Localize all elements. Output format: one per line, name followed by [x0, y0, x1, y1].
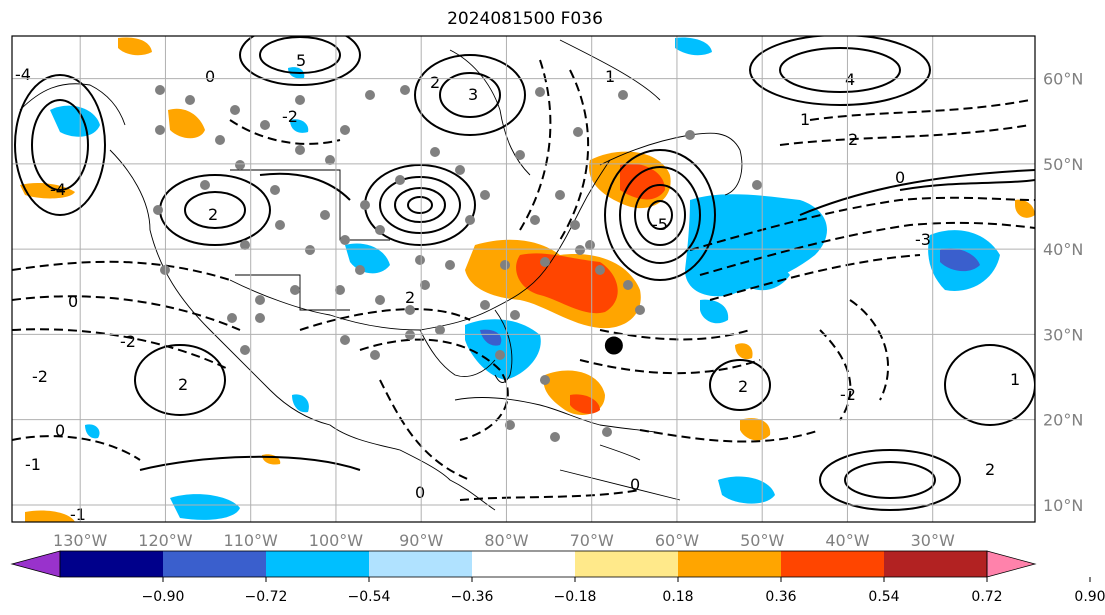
colorbar-tick-label: 0.90: [1074, 589, 1105, 605]
contour-label: 2: [178, 375, 188, 394]
lon-tick-label: 110°W: [224, 531, 279, 550]
colorbar-tick-label: 0.72: [971, 589, 1002, 605]
storm-center-marker: [604, 336, 623, 355]
contour-label: 4: [845, 70, 855, 89]
dashed-contours: [12, 59, 1035, 501]
colorbar-segment: [575, 551, 679, 577]
lon-tick-label: 30°W: [911, 531, 955, 550]
contour-label: -2: [120, 332, 136, 351]
contour-label: 0: [205, 67, 215, 86]
contour-label: 0: [895, 168, 905, 187]
contour-labels: 5 -4 3 2 0 -2 2 -5 4 1 2 0 -3 0 -2 -2 2 …: [15, 51, 1020, 524]
observation-dots: [153, 85, 762, 442]
lat-tick-label: 60°N: [1043, 70, 1083, 89]
lat-tick-label: 30°N: [1043, 325, 1083, 344]
colorbar-over-triangle: [986, 550, 1037, 578]
longitude-labels: 130°W 120°W 110°W 100°W 90°W 80°W 70°W 60°W 50°W…: [53, 531, 955, 550]
contour-label: -5: [652, 215, 668, 234]
colorbar-tick-label: 0.36: [765, 589, 796, 605]
contour-label: 2: [985, 460, 995, 479]
colorbar-tick-label: −0.90: [142, 589, 185, 605]
contour-label: 0: [68, 292, 78, 311]
anomaly-shading: [20, 37, 1035, 522]
contour-label: -2: [282, 107, 298, 126]
colorbar-segment: [369, 551, 473, 577]
colorbar-tick-label: −0.36: [451, 589, 494, 605]
contour-label: -4: [50, 180, 66, 199]
contour-label: 2: [405, 288, 415, 307]
lat-tick-label: 10°N: [1043, 496, 1083, 515]
colorbar-segment: [472, 551, 576, 577]
contour-label: -4: [15, 65, 31, 84]
lon-tick-label: 80°W: [484, 531, 528, 550]
contour-label: -2: [840, 385, 856, 404]
chart-title: 2024081500 F036: [447, 9, 603, 29]
contour-label: -2: [32, 367, 48, 386]
contour-label: -1: [70, 505, 86, 524]
colorbar-segment: [884, 551, 988, 577]
lon-tick-label: 130°W: [53, 531, 108, 550]
contour-label: 3: [468, 85, 478, 104]
colorbar-tick-label: −0.18: [554, 589, 597, 605]
lon-tick-label: 90°W: [399, 531, 443, 550]
contour-label: 2: [208, 205, 218, 224]
lon-tick-label: 100°W: [309, 531, 364, 550]
contour-label: 1: [1010, 370, 1020, 389]
contour-label: 0: [415, 483, 425, 502]
lon-tick-label: 120°W: [138, 531, 193, 550]
contour-label: 1: [605, 67, 615, 86]
lon-tick-label: 40°W: [825, 531, 869, 550]
colorbar-tick-label: −0.54: [348, 589, 391, 605]
contour-label: 2: [430, 73, 440, 92]
lat-tick-label: 40°N: [1043, 240, 1083, 259]
map-frame: [11, 35, 1036, 523]
lat-tick-label: 50°N: [1043, 155, 1083, 174]
colorbar-tick-labels: −0.90 −0.72 −0.54 −0.36 −0.18 0.18 0.36 0.54 0.7…: [142, 577, 1105, 605]
latitude-labels: 10°N 20°N 30°N 40°N 50°N 60°N: [1043, 70, 1083, 515]
colorbar-segment: [163, 551, 267, 577]
contour-label: -3: [915, 230, 931, 249]
contour-label: 5: [296, 51, 306, 70]
colorbar-tick-label: 0.54: [868, 589, 899, 605]
colorbar: [10, 550, 1037, 578]
contour-label: 0: [630, 475, 640, 494]
colorbar-segment: [678, 551, 782, 577]
colorbar-segment: [60, 551, 164, 577]
lon-tick-label: 60°W: [655, 531, 699, 550]
contour-label: 0: [55, 421, 65, 440]
lat-tick-label: 20°N: [1043, 411, 1083, 430]
contour-label: 2: [848, 130, 858, 149]
lon-tick-label: 50°W: [740, 531, 784, 550]
colorbar-tick-label: −0.72: [245, 589, 288, 605]
colorbar-under-triangle: [10, 550, 61, 578]
colorbar-tick-label: 0.18: [662, 589, 693, 605]
lon-tick-label: 70°W: [570, 531, 614, 550]
contour-label: 2: [738, 377, 748, 396]
contour-label: -1: [25, 455, 41, 474]
coastlines: [19, 39, 743, 511]
gridlines: [12, 36, 1035, 522]
colorbar-segment: [781, 551, 885, 577]
colorbar-outline: [59, 550, 988, 578]
contour-label: 1: [800, 110, 810, 129]
colorbar-segment: [266, 551, 370, 577]
